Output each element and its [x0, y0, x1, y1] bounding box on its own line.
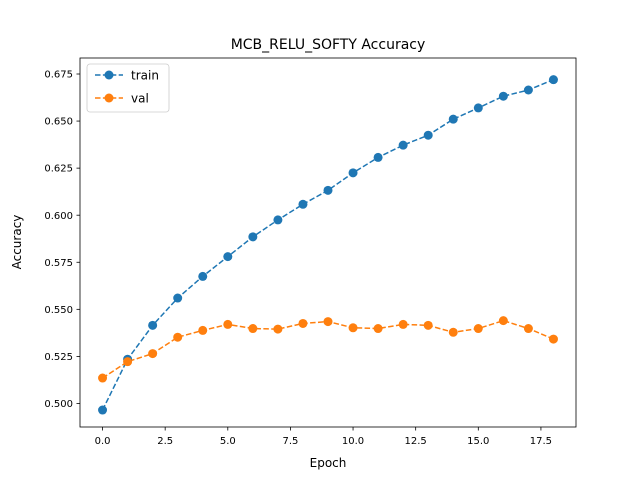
train-data-point — [323, 185, 333, 195]
x-axis-label: Epoch — [310, 456, 347, 470]
train-data-point — [473, 103, 483, 113]
chart-title: MCB_RELU_SOFTY Accuracy — [231, 37, 426, 53]
y-axis-label: Accuracy — [10, 215, 24, 270]
y-tick-label: 0.625 — [44, 164, 73, 175]
val-data-point — [523, 324, 533, 334]
x-axis-ticks: 0.0 2.5 5.0 7.5 10.0 12.5 15.0 17.5 — [95, 427, 552, 447]
y-tick-label: 0.650 — [44, 117, 73, 128]
y-tick-label: 0.600 — [44, 211, 73, 222]
series-markers — [98, 75, 558, 415]
train-data-point — [223, 252, 233, 262]
train-data-point — [98, 405, 108, 415]
train-data-point — [148, 320, 158, 330]
val-data-point — [248, 324, 258, 334]
val-data-point — [423, 320, 433, 330]
y-tick-label: 0.575 — [44, 258, 73, 269]
y-tick-label: 0.550 — [44, 305, 73, 316]
val-data-point — [273, 324, 283, 334]
val-data-point — [373, 324, 383, 334]
legend-val-marker — [104, 93, 114, 103]
train-data-point — [523, 85, 533, 95]
x-tick-label: 5.0 — [220, 436, 236, 447]
train-data-point — [173, 293, 183, 303]
legend-val-label: val — [131, 92, 149, 106]
train-data-point — [448, 114, 458, 124]
y-tick-label: 0.525 — [44, 352, 73, 363]
val-data-point — [298, 318, 308, 328]
val-data-point — [498, 316, 508, 326]
y-axis-ticks: 0.500 0.525 0.550 0.575 0.600 0.625 0.650 0.675 — [44, 70, 80, 410]
val-data-point — [223, 319, 233, 329]
legend-train-marker — [104, 70, 114, 80]
val-data-point — [148, 349, 158, 359]
legend-train-label: train — [131, 69, 159, 83]
val-data-point — [198, 325, 208, 335]
train-data-point — [398, 140, 408, 150]
val-data-point — [98, 373, 108, 383]
val-data-point — [473, 324, 483, 334]
val-data-point — [448, 327, 458, 337]
train-data-point — [273, 215, 283, 225]
val-data-point — [398, 319, 408, 329]
train-data-point — [498, 91, 508, 101]
x-tick-label: 0.0 — [95, 436, 111, 447]
x-tick-label: 12.5 — [405, 436, 427, 447]
train-data-point — [548, 75, 558, 85]
val-data-point — [323, 317, 333, 327]
plot-area-frame — [79, 57, 577, 428]
train-data-point — [348, 168, 358, 178]
train-data-point — [423, 130, 433, 140]
val-data-point — [173, 332, 183, 342]
x-tick-label: 2.5 — [157, 436, 173, 447]
train-data-point — [373, 152, 383, 162]
chart-legend: train val — [86, 63, 170, 113]
val-data-point — [548, 334, 558, 344]
y-tick-label: 0.675 — [44, 70, 73, 81]
y-tick-label: 0.500 — [44, 399, 73, 410]
val-data-point — [348, 323, 358, 333]
train-data-point — [298, 199, 308, 209]
x-tick-label: 10.0 — [342, 436, 364, 447]
train-data-point — [198, 271, 208, 281]
x-tick-label: 17.5 — [530, 436, 552, 447]
train-data-point — [248, 232, 258, 242]
x-tick-label: 7.5 — [282, 436, 298, 447]
x-tick-label: 15.0 — [467, 436, 489, 447]
val-data-point — [123, 357, 133, 367]
